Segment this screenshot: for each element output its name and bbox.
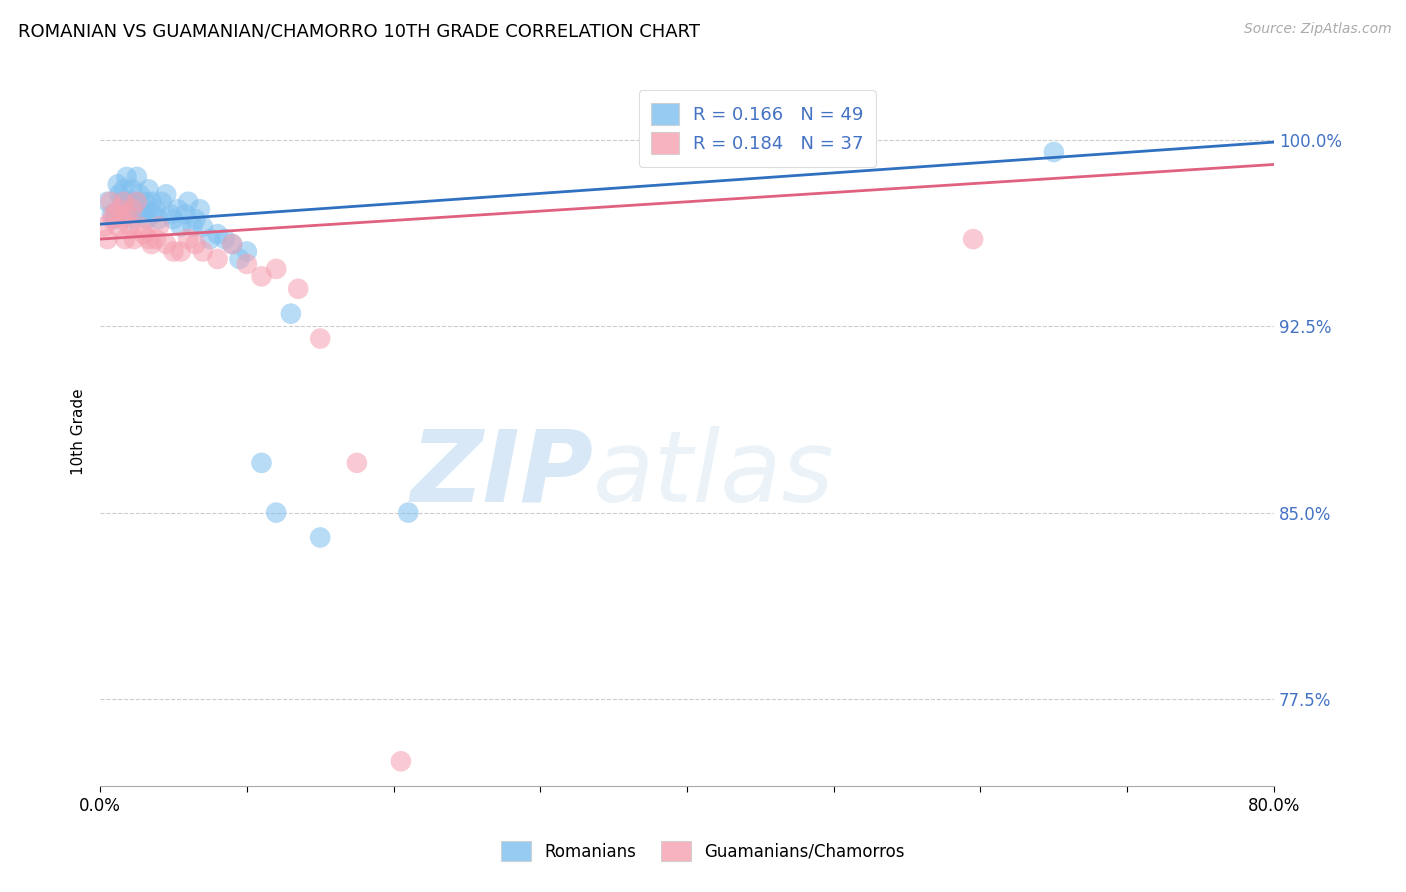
Text: atlas: atlas bbox=[593, 425, 835, 523]
Point bbox=[101, 212, 124, 227]
Point bbox=[120, 212, 142, 227]
Point bbox=[155, 187, 177, 202]
Point bbox=[264, 506, 287, 520]
Point bbox=[100, 194, 122, 209]
Point bbox=[280, 307, 302, 321]
Legend: Romanians, Guamanians/Chamorros: Romanians, Guamanians/Chamorros bbox=[488, 828, 918, 875]
Point bbox=[221, 237, 243, 252]
Point bbox=[389, 754, 412, 768]
Point bbox=[96, 194, 118, 209]
Point bbox=[141, 194, 163, 209]
Point bbox=[150, 194, 173, 209]
Point bbox=[108, 187, 131, 202]
Point bbox=[93, 219, 115, 234]
Point bbox=[174, 207, 197, 221]
Point bbox=[207, 252, 229, 266]
Point bbox=[145, 232, 167, 246]
Point bbox=[114, 232, 136, 246]
Point bbox=[145, 202, 167, 217]
Point bbox=[221, 237, 243, 252]
Point bbox=[188, 202, 211, 217]
Point bbox=[125, 194, 148, 209]
Point bbox=[170, 219, 193, 234]
Point bbox=[181, 219, 204, 234]
Point bbox=[184, 212, 207, 227]
Legend: R = 0.166   N = 49, R = 0.184   N = 37: R = 0.166 N = 49, R = 0.184 N = 37 bbox=[638, 90, 876, 167]
Point bbox=[101, 207, 124, 221]
Point bbox=[309, 332, 332, 346]
Point bbox=[129, 207, 152, 221]
Point bbox=[128, 187, 150, 202]
Text: ROMANIAN VS GUAMANIAN/CHAMORRO 10TH GRADE CORRELATION CHART: ROMANIAN VS GUAMANIAN/CHAMORRO 10TH GRAD… bbox=[18, 22, 700, 40]
Point bbox=[136, 212, 159, 227]
Point bbox=[111, 212, 134, 227]
Point bbox=[128, 219, 150, 234]
Point bbox=[114, 202, 136, 217]
Point bbox=[162, 244, 184, 259]
Point bbox=[184, 237, 207, 252]
Point bbox=[118, 194, 141, 209]
Point bbox=[138, 232, 160, 246]
Point bbox=[228, 252, 250, 266]
Point bbox=[236, 244, 259, 259]
Point bbox=[135, 194, 157, 209]
Point bbox=[125, 169, 148, 184]
Point bbox=[167, 202, 190, 217]
Point bbox=[287, 282, 309, 296]
Point bbox=[1043, 145, 1066, 159]
Point bbox=[104, 212, 127, 227]
Point bbox=[122, 232, 145, 246]
Point bbox=[112, 182, 135, 196]
Point bbox=[107, 178, 129, 192]
Point bbox=[236, 257, 259, 271]
Point bbox=[122, 194, 145, 209]
Point bbox=[191, 219, 214, 234]
Point bbox=[250, 456, 273, 470]
Point bbox=[155, 237, 177, 252]
Point bbox=[96, 232, 118, 246]
Point bbox=[115, 207, 138, 221]
Point bbox=[134, 227, 156, 241]
Point bbox=[112, 194, 135, 209]
Point bbox=[111, 194, 134, 209]
Point bbox=[198, 232, 221, 246]
Point bbox=[121, 202, 143, 217]
Point bbox=[127, 202, 149, 217]
Point bbox=[396, 506, 419, 520]
Point bbox=[162, 212, 184, 227]
Point bbox=[118, 219, 141, 234]
Point bbox=[148, 212, 170, 227]
Point bbox=[177, 232, 200, 246]
Point bbox=[159, 207, 181, 221]
Point bbox=[134, 202, 156, 217]
Point bbox=[170, 244, 193, 259]
Point bbox=[309, 531, 332, 545]
Point bbox=[104, 207, 127, 221]
Point bbox=[177, 194, 200, 209]
Point bbox=[138, 182, 160, 196]
Point bbox=[207, 227, 229, 241]
Point bbox=[250, 269, 273, 284]
Y-axis label: 10th Grade: 10th Grade bbox=[72, 389, 86, 475]
Text: ZIP: ZIP bbox=[411, 425, 593, 523]
Point bbox=[214, 232, 236, 246]
Point bbox=[121, 182, 143, 196]
Point bbox=[264, 261, 287, 276]
Point bbox=[142, 207, 165, 221]
Point bbox=[148, 219, 170, 234]
Point bbox=[141, 237, 163, 252]
Point bbox=[346, 456, 368, 470]
Point bbox=[108, 202, 131, 217]
Text: Source: ZipAtlas.com: Source: ZipAtlas.com bbox=[1244, 22, 1392, 37]
Point bbox=[107, 219, 129, 234]
Point bbox=[962, 232, 984, 246]
Point bbox=[115, 169, 138, 184]
Point bbox=[191, 244, 214, 259]
